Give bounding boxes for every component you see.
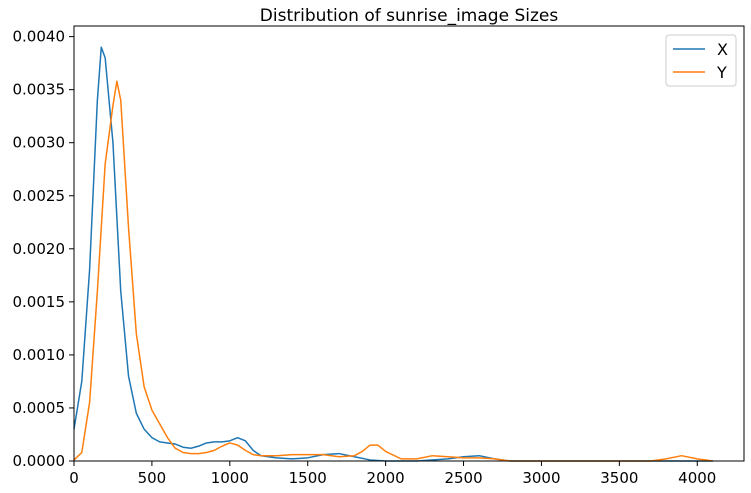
x-tick-label: 4000 [678,469,716,487]
y-tick-label: 0.0000 [13,452,66,470]
x-tick-label: 1000 [211,469,249,487]
plot-frame [73,25,745,462]
series-line-y [73,80,713,462]
legend: XY [665,34,737,87]
x-tick-label: 2000 [367,469,405,487]
y-tick-label: 0.0030 [13,134,66,152]
legend-box [665,34,737,87]
plot-area [73,46,713,462]
y-tick-label: 0.0010 [13,346,66,364]
series-line-x [73,46,713,462]
x-tick-label: 500 [138,469,167,487]
y-tick-label: 0.0025 [13,187,66,205]
y-tick-label: 0.0020 [13,240,66,258]
x-tick-label: 3500 [600,469,638,487]
x-tick-label: 1500 [289,469,327,487]
x-tick-label: 2500 [444,469,482,487]
y-tick-label: 0.0040 [13,28,66,46]
x-tick-label: 0 [69,469,79,487]
x-tick-label: 3000 [522,469,560,487]
y-tick-label: 0.0035 [13,81,66,99]
chart-title: Distribution of sunrise_image Sizes [260,6,559,26]
y-tick-label: 0.0005 [13,399,66,417]
axes: 0 500 1000 1500 2000 2500 3000 3500 4000 0.0000 0.… [13,25,745,487]
y-tick-label: 0.0015 [13,293,66,311]
legend-label-y: Y [716,63,727,82]
legend-label-x: X [717,40,728,59]
